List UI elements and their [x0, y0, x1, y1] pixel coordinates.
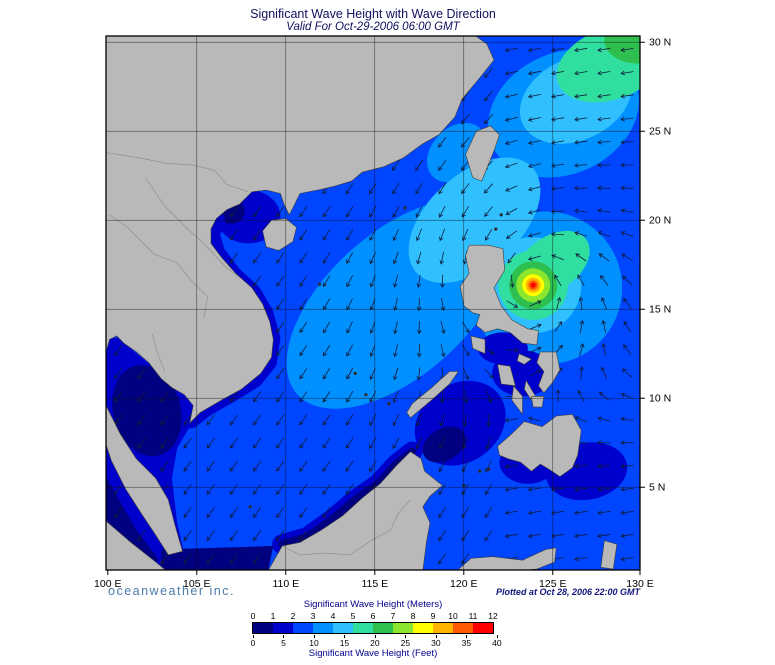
legend-feet-tickmark	[466, 635, 468, 638]
legend-meters-tick: 8	[410, 611, 416, 621]
legend-meters-label: Significant Wave Height (Meters)	[303, 599, 443, 610]
legend-meters-tick: 4	[330, 611, 336, 621]
legend-meters-tick: 12	[488, 611, 498, 621]
lon-tick-label: 110 E	[272, 578, 299, 590]
legend-meters-tick: 11	[468, 611, 478, 621]
legend-feet-tick: 30	[431, 638, 441, 648]
lon-tick-label: 125 E	[539, 578, 566, 590]
legend-feet-tick: 20	[370, 638, 380, 648]
legend-feet-label: Significant Wave Height (Feet)	[308, 648, 438, 659]
legend-feet-tick: 10	[309, 638, 319, 648]
chart-title: Significant Wave Height with Wave Direct…	[250, 7, 496, 21]
legend-feet-tickmarks	[253, 635, 498, 638]
legend-meters-tick: 0	[250, 611, 256, 621]
legend-color-cell	[273, 623, 293, 633]
legend-meters-tick: 2	[290, 611, 296, 621]
legend-feet-tickmark	[374, 635, 376, 638]
legend-meters-tick: 1	[270, 611, 276, 621]
land-layer	[106, 36, 618, 570]
legend-color-cell	[393, 623, 413, 633]
lat-tick-label: 30 N	[649, 37, 671, 49]
legend-feet-tickmark	[344, 635, 346, 638]
legend-feet-tick: 5	[281, 638, 286, 648]
legend-meters-tick: 10	[448, 611, 458, 621]
legend-meters-tick: 5	[350, 611, 356, 621]
legend-feet-tick: 15	[339, 638, 350, 648]
legend-color-cell	[333, 623, 353, 633]
lat-tick-label: 5 N	[649, 482, 665, 494]
plotted-timestamp: Plotted at Oct 28, 2006 22:00 GMT	[495, 587, 640, 597]
lon-tick-label: 115 E	[361, 578, 388, 590]
grid-layer	[106, 36, 640, 570]
legend-color-cell	[453, 623, 473, 633]
legend-feet-tick: 0	[250, 638, 256, 648]
chart-header: Significant Wave Height with Wave Direct…	[250, 7, 496, 33]
legend-color-cell	[433, 623, 453, 633]
legend-color-cell	[293, 623, 313, 633]
legend-meters-tick: 3	[310, 611, 316, 621]
legend-feet-tickmark	[435, 635, 437, 638]
lon-tick-label: 130 E	[626, 578, 653, 590]
legend-feet-scale: 0 5 10 15 20 25 30 35 40	[250, 638, 502, 648]
legend-colorbar	[252, 622, 494, 634]
legend-color-cell	[353, 623, 373, 633]
lon-tick-label: 100 E	[94, 578, 121, 590]
legend-color-cell	[373, 623, 393, 633]
axis-labels: 100 E 105 E 110 E 115 E 120 E 125 E 130 E 30 N 2…	[94, 37, 671, 590]
legend-feet-tick: 40	[492, 638, 502, 648]
legend-feet-tickmark	[313, 635, 315, 638]
legend-meters-scale: 0 1 2 3 4 5 6 7 8 9 10 11 12	[250, 611, 498, 621]
legend-feet-tickmark	[253, 635, 254, 638]
lat-tick-label: 25 N	[649, 126, 671, 138]
lat-tick-label: 10 N	[649, 393, 671, 405]
lat-tick-label: 20 N	[649, 215, 671, 227]
legend-color-cell	[413, 623, 433, 633]
legend-feet-tickmark	[405, 635, 407, 638]
legend-feet-tickmark	[283, 635, 285, 638]
legend-feet-tick: 35	[461, 638, 472, 648]
legend-feet-tickmark	[496, 635, 498, 638]
legend-meters-tick: 6	[370, 611, 376, 621]
legend-feet-tick: 25	[400, 638, 411, 648]
lat-tick-label: 15 N	[649, 304, 671, 316]
legend-color-cell	[473, 623, 493, 633]
lon-tick-label: 120 E	[450, 578, 477, 590]
legend-color-cell	[313, 623, 333, 633]
map-frame	[105, 35, 641, 571]
legend-meters-tick: 7	[390, 611, 396, 621]
legend-meters-tick: 9	[430, 611, 436, 621]
legend-color-cell	[253, 623, 273, 633]
chart-subtitle: Valid For Oct-29-2006 06:00 GMT	[286, 21, 460, 33]
lon-tick-label: 105 E	[183, 578, 210, 590]
credit-text: oceanweather inc.	[108, 584, 235, 598]
